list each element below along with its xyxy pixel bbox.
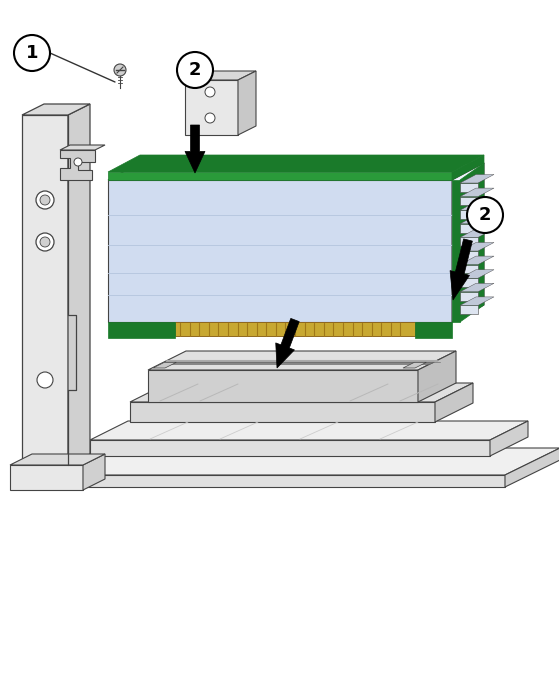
Text: 2: 2 xyxy=(479,206,491,224)
Polygon shape xyxy=(460,265,478,273)
Circle shape xyxy=(37,372,53,388)
Polygon shape xyxy=(460,251,478,260)
Polygon shape xyxy=(130,383,473,402)
Polygon shape xyxy=(460,175,494,183)
Polygon shape xyxy=(65,448,559,475)
Polygon shape xyxy=(83,454,105,490)
Polygon shape xyxy=(238,71,256,135)
Polygon shape xyxy=(148,370,418,402)
Polygon shape xyxy=(460,224,478,233)
Polygon shape xyxy=(185,125,205,173)
Circle shape xyxy=(205,87,215,97)
Polygon shape xyxy=(22,115,68,465)
Polygon shape xyxy=(460,188,494,197)
Circle shape xyxy=(467,197,503,233)
Polygon shape xyxy=(460,292,478,301)
Polygon shape xyxy=(148,351,456,370)
Polygon shape xyxy=(130,402,435,422)
Polygon shape xyxy=(460,202,494,210)
Polygon shape xyxy=(490,421,528,456)
Polygon shape xyxy=(460,197,478,205)
Circle shape xyxy=(40,195,50,205)
Polygon shape xyxy=(60,145,105,150)
Polygon shape xyxy=(460,278,478,287)
Polygon shape xyxy=(159,362,434,364)
Polygon shape xyxy=(108,172,452,180)
Polygon shape xyxy=(185,80,238,135)
Polygon shape xyxy=(460,256,494,265)
Circle shape xyxy=(14,35,50,71)
Circle shape xyxy=(114,64,126,76)
Polygon shape xyxy=(108,322,175,338)
Polygon shape xyxy=(460,229,494,237)
Polygon shape xyxy=(60,150,95,180)
Circle shape xyxy=(36,233,54,251)
Polygon shape xyxy=(450,239,472,300)
Polygon shape xyxy=(153,362,177,368)
Polygon shape xyxy=(435,383,473,422)
Polygon shape xyxy=(460,243,494,251)
Text: 2: 2 xyxy=(189,61,201,79)
Polygon shape xyxy=(460,237,478,246)
Polygon shape xyxy=(403,362,427,368)
Polygon shape xyxy=(108,180,452,322)
Polygon shape xyxy=(10,454,105,465)
Polygon shape xyxy=(452,180,460,322)
Polygon shape xyxy=(452,155,484,180)
Polygon shape xyxy=(175,322,415,336)
Polygon shape xyxy=(460,270,494,278)
Polygon shape xyxy=(108,163,484,180)
Polygon shape xyxy=(460,297,494,305)
Polygon shape xyxy=(460,284,494,292)
Polygon shape xyxy=(452,163,484,322)
Polygon shape xyxy=(90,421,528,440)
Polygon shape xyxy=(415,322,452,338)
Text: 1: 1 xyxy=(26,44,38,62)
Polygon shape xyxy=(185,71,256,80)
Polygon shape xyxy=(460,183,478,192)
Polygon shape xyxy=(10,465,83,490)
Polygon shape xyxy=(68,104,90,465)
Polygon shape xyxy=(460,216,494,224)
Polygon shape xyxy=(22,104,90,115)
Circle shape xyxy=(40,237,50,247)
Polygon shape xyxy=(276,318,299,368)
Circle shape xyxy=(205,113,215,123)
Polygon shape xyxy=(90,440,490,456)
Polygon shape xyxy=(460,210,478,219)
Polygon shape xyxy=(460,163,484,322)
Polygon shape xyxy=(65,475,505,487)
Polygon shape xyxy=(418,351,456,402)
Polygon shape xyxy=(460,305,478,314)
Circle shape xyxy=(36,191,54,209)
Polygon shape xyxy=(505,448,559,487)
Circle shape xyxy=(74,158,82,166)
Polygon shape xyxy=(108,155,484,172)
Circle shape xyxy=(177,52,213,88)
